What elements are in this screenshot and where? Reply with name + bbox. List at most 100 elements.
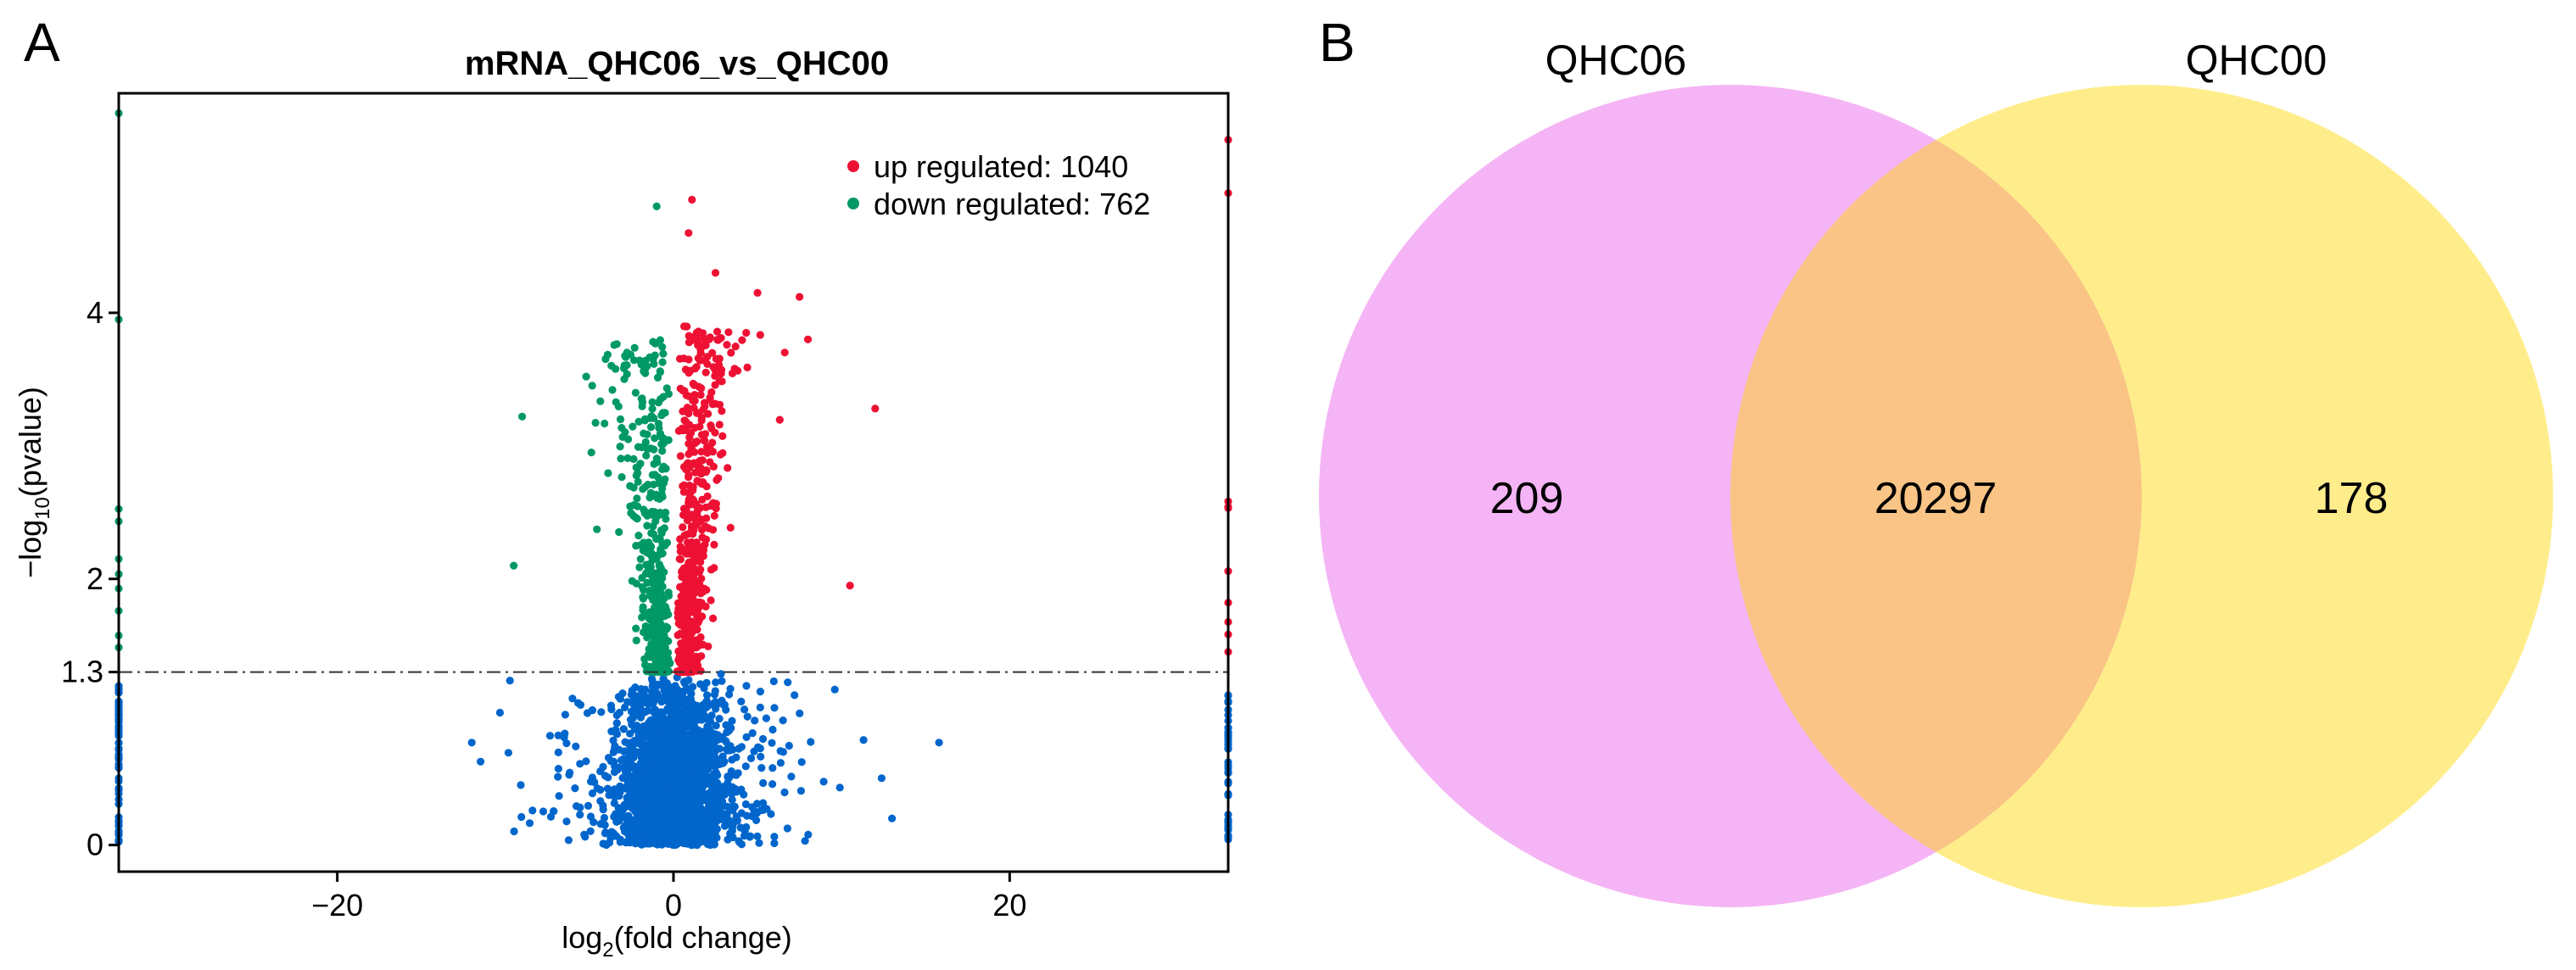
volcano-point: [617, 424, 626, 432]
volcano-point: [746, 754, 756, 763]
volcano-point: [608, 386, 617, 394]
volcano-point: [690, 448, 699, 456]
volcano-point: [692, 827, 701, 835]
volcano-point: [576, 803, 584, 812]
volcano-point: [560, 733, 568, 742]
volcano-point: [723, 745, 731, 754]
volcano-point: [576, 811, 584, 819]
volcano-point: [648, 398, 657, 406]
volcano-point: [601, 840, 610, 849]
volcano-point: [622, 353, 630, 361]
volcano-point: [631, 691, 640, 700]
volcano-point: [656, 429, 665, 438]
volcano-point: [694, 618, 702, 627]
volcano-point: [664, 390, 673, 399]
volcano-point: [658, 747, 667, 756]
volcano-point: [715, 354, 724, 363]
volcano-point: [660, 837, 668, 845]
volcano-point: [687, 698, 696, 706]
volcano-point: [617, 473, 626, 482]
volcano-point: [636, 739, 645, 749]
volcano-point: [517, 812, 526, 822]
volcano-point: [695, 794, 703, 802]
volcano-point: [718, 677, 726, 685]
volcano-point: [687, 546, 696, 555]
volcano-point: [623, 821, 631, 830]
volcano-point: [495, 708, 505, 717]
volcano-point: [741, 800, 751, 809]
volcano-point: [715, 715, 724, 723]
volcano-point: [724, 772, 732, 781]
volcano-point: [657, 529, 666, 538]
volcano-point: [652, 551, 661, 560]
volcano-point: [629, 356, 639, 365]
y-axis-label: −log10(pvalue): [13, 387, 54, 578]
volcano-point: [662, 637, 670, 646]
x-tick-label: 20: [992, 888, 1026, 923]
volcano-point: [714, 336, 723, 344]
volcano-point: [626, 729, 634, 738]
volcano-point: [725, 690, 734, 699]
volcano-point: [715, 421, 724, 429]
volcano-point: [728, 795, 736, 804]
volcano-point: [555, 792, 563, 800]
volcano-point: [686, 585, 696, 594]
volcano-point: [693, 816, 701, 825]
volcano-point: [662, 508, 670, 517]
volcano-point: [694, 601, 702, 610]
panel-label-a: A: [24, 12, 60, 73]
volcano-point: [609, 748, 617, 756]
volcano-point: [651, 517, 660, 526]
volcano-point: [637, 394, 645, 403]
venn-set-label-qhc06: QHC06: [1545, 36, 1687, 84]
volcano-point: [655, 605, 663, 613]
volcano-point: [638, 840, 647, 849]
volcano-point: [678, 644, 686, 653]
volcano-point: [647, 529, 656, 538]
volcano-point: [753, 288, 762, 297]
volcano-point: [688, 806, 696, 814]
volcano-point: [694, 409, 702, 417]
volcano-point: [674, 709, 683, 717]
volcano-point: [647, 491, 657, 500]
volcano-point: [639, 594, 648, 603]
volcano-point: [634, 802, 643, 811]
volcano-point: [635, 563, 644, 571]
volcano-point: [756, 703, 764, 712]
volcano-point: [651, 783, 660, 792]
volcano-point: [690, 424, 699, 432]
volcano-point: [663, 735, 672, 744]
volcano-point: [641, 696, 650, 705]
volcano-point: [682, 800, 691, 808]
volcano-point: [639, 485, 647, 493]
volcano-point: [718, 407, 726, 415]
volcano-point: [685, 648, 693, 656]
volcano-point: [644, 650, 652, 660]
volcano-point: [641, 438, 650, 447]
volcano-point: [709, 786, 718, 795]
volcano-point: [634, 477, 642, 486]
volcano-point: [695, 552, 703, 560]
volcano-point: [724, 328, 733, 337]
volcano-point: [693, 519, 701, 528]
volcano-point: [652, 202, 661, 210]
volcano-point: [629, 483, 638, 492]
volcano-point: [591, 419, 600, 427]
volcano-point: [636, 713, 645, 722]
volcano-point: [698, 612, 707, 621]
volcano-point: [655, 629, 663, 638]
volcano-point: [582, 372, 590, 381]
volcano-point: [690, 459, 698, 467]
volcano-point: [587, 449, 595, 457]
volcano-point: [467, 739, 476, 747]
volcano-point: [888, 814, 897, 822]
volcano-point: [601, 828, 610, 837]
volcano-point: [633, 515, 641, 523]
volcano-point: [639, 603, 647, 611]
volcano-point: [688, 772, 696, 780]
volcano-point: [676, 452, 685, 460]
volcano-point: [708, 400, 717, 409]
volcano-point: [678, 688, 686, 696]
volcano-point: [703, 748, 712, 757]
